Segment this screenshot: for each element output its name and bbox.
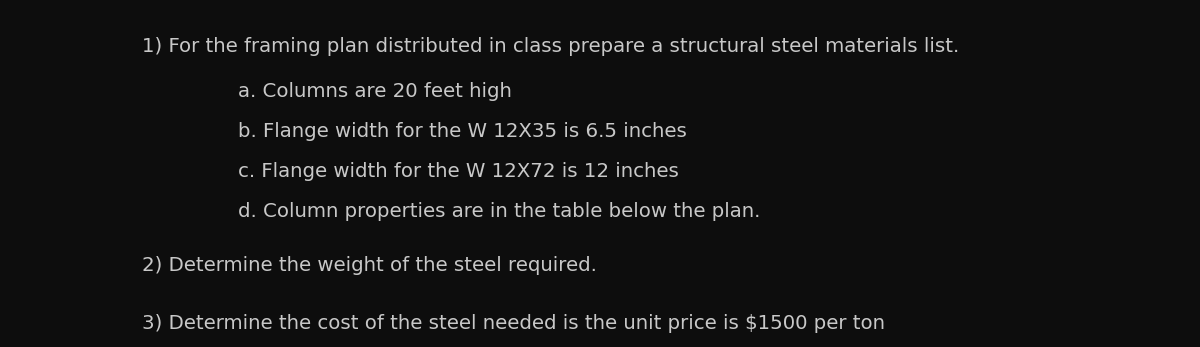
Text: 2) Determine the weight of the steel required.: 2) Determine the weight of the steel req… [142, 256, 596, 275]
Text: c. Flange width for the W 12X72 is 12 inches: c. Flange width for the W 12X72 is 12 in… [238, 162, 678, 181]
Text: a. Columns are 20 feet high: a. Columns are 20 feet high [238, 83, 511, 101]
Text: d. Column properties are in the table below the plan.: d. Column properties are in the table be… [238, 202, 760, 221]
Text: 3) Determine the cost of the steel needed is the unit price is $1500 per ton: 3) Determine the cost of the steel neede… [142, 314, 884, 333]
Text: b. Flange width for the W 12X35 is 6.5 inches: b. Flange width for the W 12X35 is 6.5 i… [238, 122, 686, 141]
Text: 1) For the framing plan distributed in class prepare a structural steel material: 1) For the framing plan distributed in c… [142, 37, 959, 56]
